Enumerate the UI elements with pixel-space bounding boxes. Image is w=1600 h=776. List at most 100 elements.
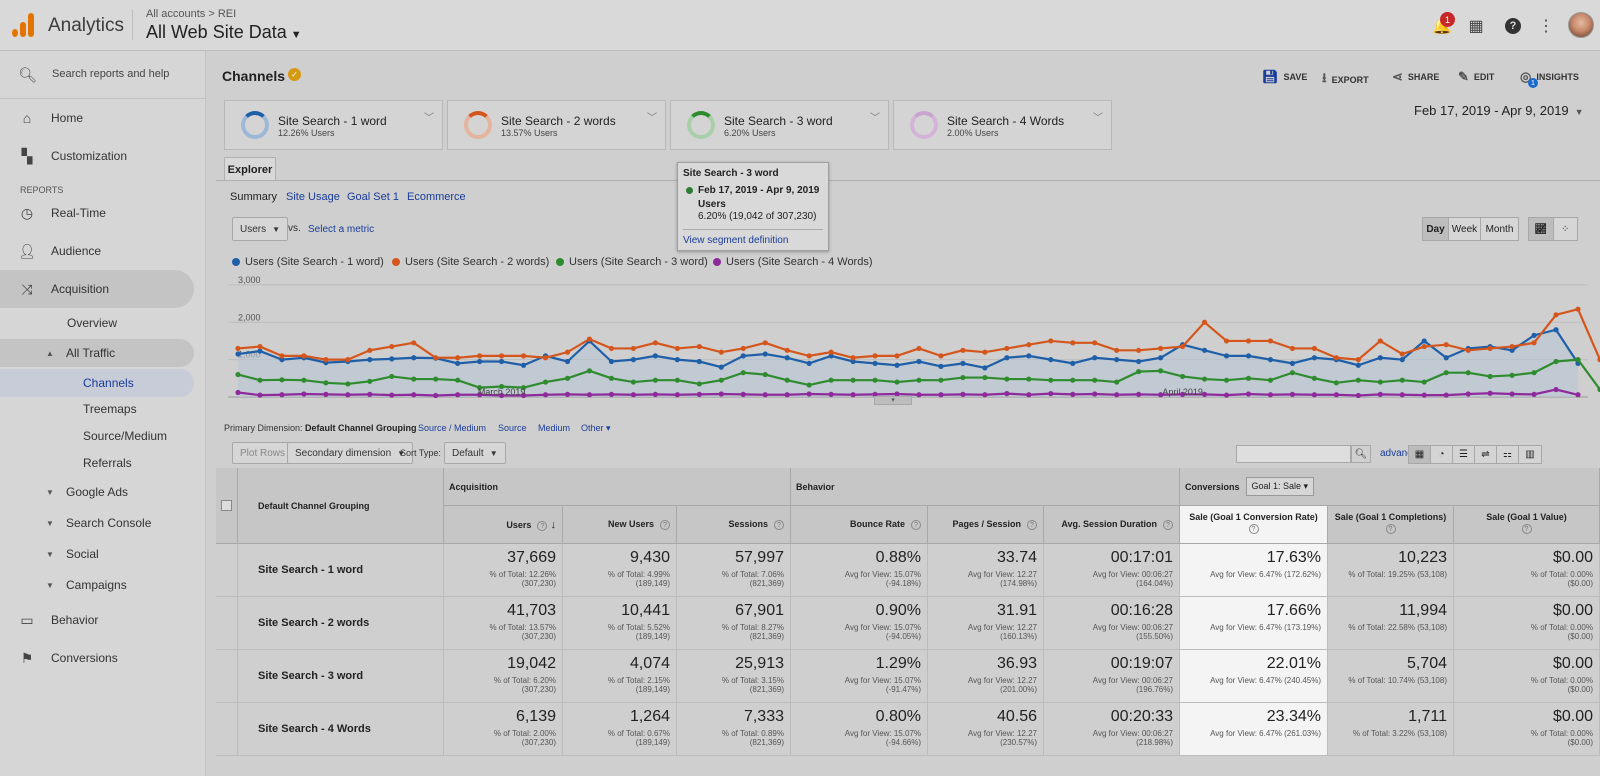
data-point[interactable] — [1245, 391, 1252, 397]
data-point[interactable] — [1048, 391, 1054, 397]
avatar[interactable] — [1568, 12, 1594, 38]
plot-rows-button[interactable]: Plot Rows — [232, 442, 294, 464]
data-point[interactable] — [938, 353, 944, 359]
help-icon[interactable]: ? — [1385, 524, 1396, 534]
data-point[interactable] — [1245, 353, 1252, 359]
data-point[interactable] — [1114, 379, 1120, 385]
data-point[interactable] — [1355, 357, 1361, 363]
data-point[interactable] — [1531, 332, 1537, 338]
data-point[interactable] — [828, 391, 834, 397]
row-name[interactable]: Site Search - 2 words — [238, 597, 444, 650]
data-point[interactable] — [608, 345, 615, 352]
chevron-down-icon[interactable]: ﹀ — [647, 113, 657, 124]
row-name[interactable]: Site Search - 3 word — [238, 650, 444, 703]
sidebar-item-treemaps[interactable]: Treemaps — [0, 395, 194, 423]
data-point[interactable] — [894, 353, 900, 359]
data-point[interactable] — [520, 385, 527, 391]
data-point[interactable] — [1421, 392, 1427, 398]
data-point[interactable] — [1377, 391, 1383, 397]
data-point[interactable] — [1553, 358, 1559, 365]
data-point[interactable] — [1465, 370, 1471, 376]
search-input[interactable]: Search reports and help — [52, 68, 170, 80]
data-point[interactable] — [652, 353, 658, 359]
data-point[interactable] — [1070, 340, 1076, 346]
data-point[interactable] — [1487, 345, 1493, 352]
data-point[interactable] — [542, 379, 549, 385]
sort-type-select[interactable]: Default ▼ — [444, 442, 506, 464]
sidebar-item-all-traffic[interactable]: ▲ All Traffic — [0, 339, 194, 367]
column-header[interactable]: Users? ↓ — [444, 506, 563, 544]
data-point[interactable] — [938, 392, 944, 398]
data-point[interactable] — [345, 357, 351, 363]
data-point[interactable] — [740, 345, 746, 352]
data-point[interactable] — [1092, 377, 1098, 383]
sidebar-item-home[interactable]: ⌂ Home — [0, 99, 194, 137]
data-point[interactable] — [586, 336, 593, 342]
segment-card[interactable]: Site Search - 3 word 6.20% Users ﹀ — [670, 100, 889, 150]
data-point[interactable] — [652, 340, 658, 346]
data-point[interactable] — [411, 340, 417, 346]
data-point[interactable] — [499, 353, 505, 359]
data-point[interactable] — [1267, 357, 1274, 363]
data-point[interactable] — [762, 392, 768, 398]
data-point[interactable] — [1267, 338, 1274, 344]
data-point[interactable] — [455, 360, 461, 366]
data-point[interactable] — [1136, 391, 1142, 397]
data-point[interactable] — [1289, 391, 1296, 397]
data-point[interactable] — [520, 392, 527, 399]
data-point[interactable] — [1004, 391, 1010, 397]
data-point[interactable] — [257, 348, 263, 354]
data-point[interactable] — [586, 392, 593, 398]
column-header[interactable]: Pages / Session? — [928, 506, 1044, 544]
help-icon[interactable]: ? — [1163, 520, 1173, 530]
help-icon[interactable]: ? — [1248, 524, 1259, 534]
data-point[interactable] — [1048, 357, 1054, 363]
data-point[interactable] — [1136, 368, 1142, 375]
data-point[interactable] — [564, 358, 571, 365]
data-point[interactable] — [1289, 370, 1296, 376]
data-point[interactable] — [718, 349, 724, 355]
data-point[interactable] — [1531, 370, 1537, 376]
data-point[interactable] — [740, 370, 746, 376]
data-point[interactable] — [1421, 379, 1427, 385]
data-point[interactable] — [235, 351, 241, 357]
data-point[interactable] — [1179, 391, 1186, 397]
data-point[interactable] — [1377, 355, 1383, 361]
data-point[interactable] — [806, 353, 812, 359]
data-point[interactable] — [433, 376, 439, 382]
data-point[interactable] — [1158, 355, 1164, 361]
export-button[interactable]: ⭳ EXPORT — [1322, 69, 1369, 91]
data-point[interactable] — [1092, 355, 1098, 361]
data-point[interactable] — [586, 368, 593, 374]
data-point[interactable] — [1004, 355, 1010, 361]
subtab-summary[interactable]: Summary — [230, 191, 278, 203]
data-point[interactable] — [301, 377, 307, 383]
data-point[interactable] — [806, 391, 812, 397]
pivot-icon[interactable]: ▥ — [1519, 446, 1541, 463]
legend-item[interactable]: Users (Site Search - 1 word) — [232, 256, 384, 268]
data-point[interactable] — [389, 373, 395, 380]
data-point[interactable] — [1223, 338, 1230, 344]
row-checkbox-cell[interactable] — [216, 544, 238, 597]
data-point[interactable] — [674, 392, 680, 398]
data-point[interactable] — [762, 340, 768, 346]
row-name[interactable]: Site Search - 1 word — [238, 544, 444, 597]
data-point[interactable] — [872, 360, 878, 366]
data-point[interactable] — [828, 377, 834, 383]
help-icon[interactable]: ? — [660, 520, 670, 530]
legend-item[interactable]: Users (Site Search - 4 Words) — [713, 256, 873, 268]
data-point[interactable] — [389, 343, 395, 350]
data-point[interactable] — [520, 353, 527, 359]
sidebar-item-realtime[interactable]: ◷ Real-Time — [0, 194, 194, 232]
data-point[interactable] — [696, 391, 702, 397]
data-point[interactable] — [1333, 392, 1339, 398]
data-point[interactable] — [630, 392, 637, 398]
data-point[interactable] — [1245, 375, 1252, 381]
day-button[interactable]: Day — [1423, 218, 1449, 240]
column-header[interactable]: New Users? — [563, 506, 677, 544]
data-point[interactable] — [345, 381, 351, 387]
goal-select[interactable]: Goal 1: Sale ▾ — [1245, 477, 1315, 496]
data-point[interactable] — [1026, 376, 1032, 382]
data-point[interactable] — [477, 358, 483, 365]
